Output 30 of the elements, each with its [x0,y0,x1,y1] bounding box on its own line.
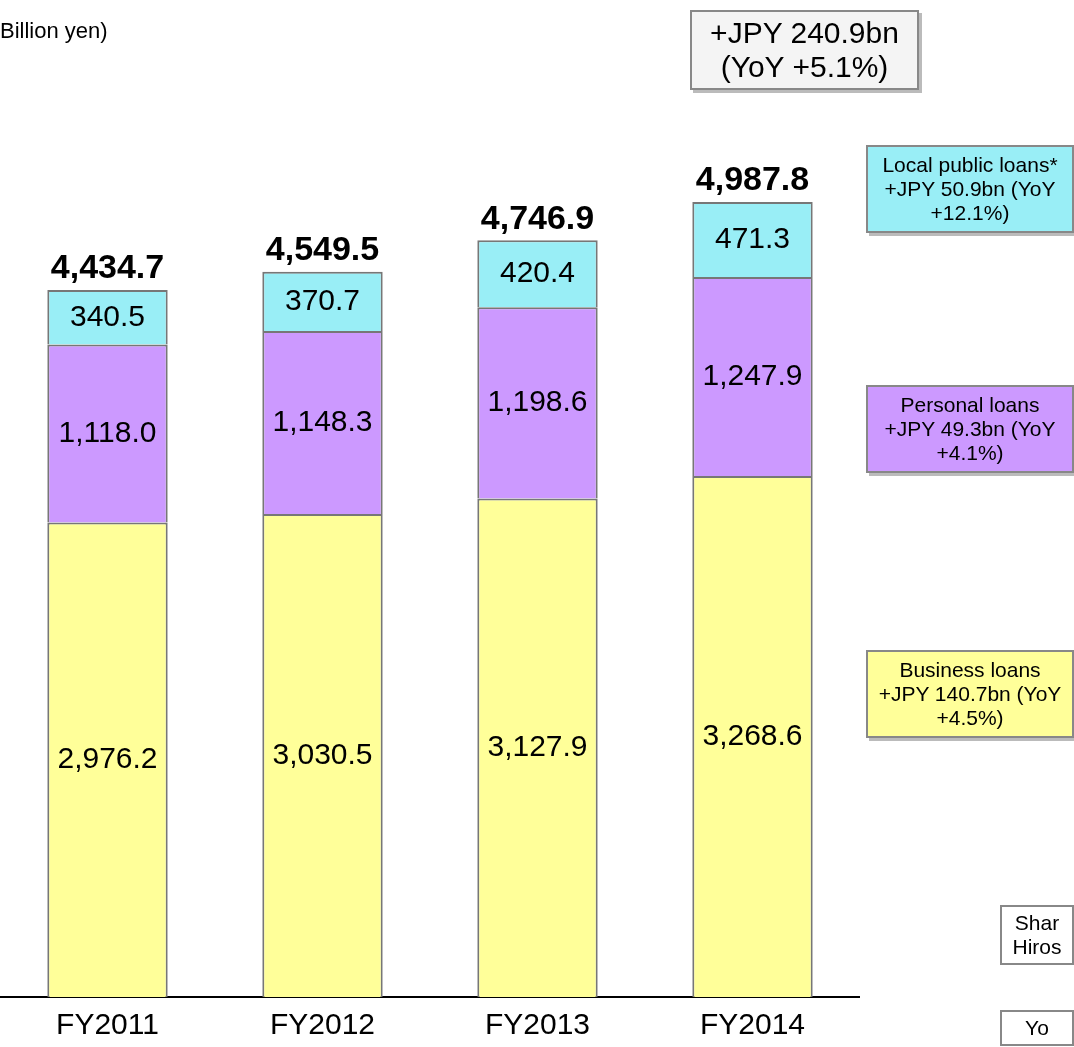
data-label: 1,148.3 [272,403,373,437]
total-label: 4,434.7 [50,247,165,286]
total-label: 4,746.9 [480,197,595,236]
text: +JPY 240.9bn (YoY +5.1%) [690,10,919,90]
text: Yo [1000,1010,1074,1046]
text: +JPY 50.9bn (YoY +12.1%) [883,177,1057,225]
total-label: 4,549.5 [265,229,380,268]
data-label: 3,030.5 [272,736,373,770]
data-label: 1,247.9 [702,357,803,391]
text: Local public loans* [881,153,1059,177]
data-label: 471.3 [714,220,791,254]
text: Personal loans [899,393,1041,417]
data-label: 370.7 [284,282,361,316]
data-label: 1,198.6 [487,384,588,418]
text: Shar Hiros [1000,905,1074,965]
data-label: 420.4 [499,255,576,289]
text: +JPY 49.3bn (YoY +4.1%) [883,417,1057,465]
x-tick-label: FY2011 [56,1007,159,1041]
data-label: 1,118.0 [58,414,157,448]
chart-title: Billion yen) [0,18,108,44]
x-tick-label: FY2013 [484,1007,591,1041]
data-label: 2,976.2 [57,741,158,775]
data-label: 340.5 [69,298,146,332]
data-label: 3,127.9 [487,728,588,762]
data-label: 3,268.6 [702,717,803,751]
x-tick-label: FY2012 [269,1007,376,1041]
text: Business loans [898,658,1042,682]
total-label: 4,987.8 [695,159,810,198]
x-tick-label: FY2014 [699,1007,806,1041]
text: +JPY 140.7bn (YoY +4.5%) [877,682,1063,730]
